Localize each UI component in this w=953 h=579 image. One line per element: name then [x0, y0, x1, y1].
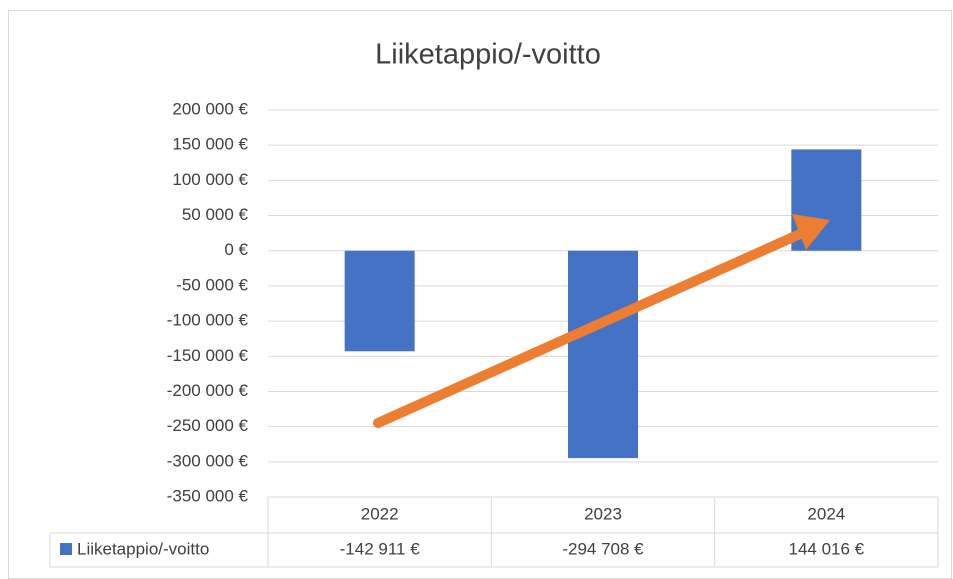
- x-tick-label: 2023: [584, 504, 622, 523]
- x-tick-label: 2022: [361, 504, 399, 523]
- trend-arrow: [373, 214, 830, 428]
- y-tick-label: 100 000 €: [172, 170, 248, 189]
- table-value: -294 708 €: [562, 539, 644, 558]
- x-tick-label: 2024: [807, 504, 845, 523]
- y-tick-label: -50 000 €: [176, 275, 248, 294]
- arrow-shaft: [373, 229, 805, 428]
- table-value: 144 016 €: [789, 539, 865, 558]
- chart-title: Liiketappio/-voitto: [375, 39, 601, 71]
- y-tick-label: 0 €: [224, 240, 248, 259]
- y-tick-label: -100 000 €: [167, 311, 249, 330]
- y-tick-label: 200 000 €: [172, 99, 248, 118]
- y-tick-label: -150 000 €: [167, 346, 249, 365]
- data-table: Liiketappio/-voitto 2022 -142 911 € 2023 -29…: [49, 497, 939, 568]
- y-tick-label: -200 000 €: [167, 381, 249, 400]
- y-tick-label: 50 000 €: [182, 205, 249, 224]
- table-value: -142 911 €: [340, 539, 421, 558]
- chart-area: [8, 10, 952, 579]
- y-tick-label: -250 000 €: [167, 416, 249, 435]
- legend-label: Liiketappio/-voitto: [77, 539, 209, 558]
- bar: [568, 250, 638, 459]
- bar: [344, 250, 415, 352]
- arrow-head: [792, 214, 830, 250]
- y-tick-label: -300 000 €: [167, 451, 249, 470]
- y-tick-label: -350 000 €: [167, 486, 249, 505]
- legend-key: [60, 543, 72, 555]
- grid: -350 000 € -300 000 € -250 000 € -200 000 €…: [167, 99, 938, 505]
- y-tick-label: 150 000 €: [172, 135, 248, 154]
